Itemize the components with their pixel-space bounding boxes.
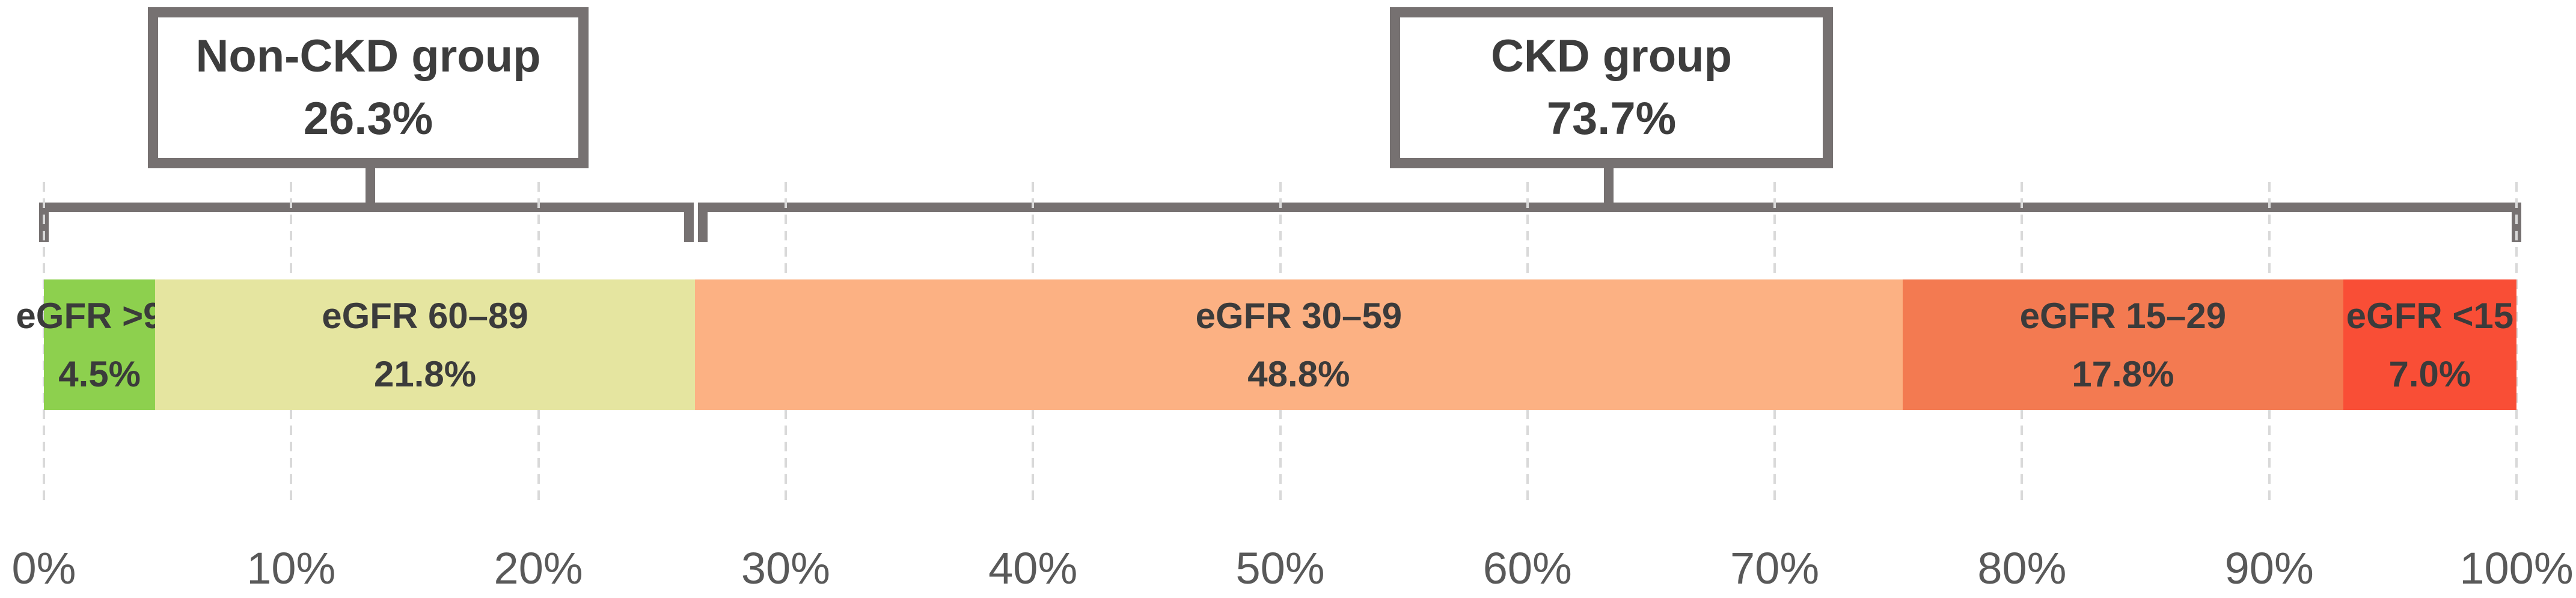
x-tick-label-0: 0% bbox=[11, 543, 76, 593]
bracket-non-ckd-group bbox=[39, 203, 694, 242]
stacked-bar: eGFR >90 4.5% eGFR 60–89 21.8% eGFR 30–59 48.… bbox=[16, 279, 2516, 410]
group-label: CKD group bbox=[1490, 31, 1733, 82]
group-value: 26.3% bbox=[303, 93, 433, 144]
segment-value-label: 21.8% bbox=[373, 353, 477, 394]
segment-value-label: 7.0% bbox=[2388, 353, 2471, 394]
segment-value-label: 4.5% bbox=[58, 353, 141, 394]
x-tick-label-80: 80% bbox=[1977, 543, 2067, 593]
x-tick-label-90: 90% bbox=[2224, 543, 2314, 593]
x-tick-label-50: 50% bbox=[1235, 543, 1325, 593]
bar-segment-2: eGFR 60–89 21.8% bbox=[155, 279, 695, 410]
x-tick-label-100: 100% bbox=[2459, 543, 2574, 593]
x-tick-label-20: 20% bbox=[494, 543, 583, 593]
x-tick-label-10: 10% bbox=[246, 543, 336, 593]
segment-category-label: eGFR 60–89 bbox=[322, 295, 528, 336]
annotation-box-ckd: CKD group 73.7% bbox=[1390, 7, 1833, 168]
segment-category-label: eGFR <15 bbox=[2346, 295, 2514, 336]
bar-segment-1: eGFR >90 4.5% bbox=[16, 279, 183, 410]
segment-category-label: eGFR 30–59 bbox=[1195, 295, 1403, 336]
segment-value-label: 48.8% bbox=[1247, 353, 1350, 394]
group-label: Non-CKD group bbox=[195, 31, 541, 82]
x-tick-label-30: 30% bbox=[741, 543, 830, 593]
x-tick-label-70: 70% bbox=[1730, 543, 1820, 593]
segment-category-label: eGFR 15–29 bbox=[2019, 295, 2227, 336]
connector-non-ckd bbox=[366, 168, 375, 203]
bar-segment-5: eGFR <15 7.0% bbox=[2343, 279, 2516, 410]
annotation-box-non-ckd: Non-CKD group 26.3% bbox=[148, 7, 589, 168]
segment-value-label: 17.8% bbox=[2072, 353, 2174, 394]
x-tick-label-40: 40% bbox=[988, 543, 1078, 593]
bar-segment-4: eGFR 15–29 17.8% bbox=[1902, 279, 2343, 410]
bar-segment-3: eGFR 30–59 48.8% bbox=[694, 279, 1903, 410]
group-value: 73.7% bbox=[1546, 93, 1677, 144]
x-tick-label-60: 60% bbox=[1482, 543, 1572, 593]
bracket-ckd-group bbox=[698, 203, 2521, 242]
gridline-100 bbox=[2515, 182, 2518, 505]
connector-ckd bbox=[1604, 168, 1614, 203]
